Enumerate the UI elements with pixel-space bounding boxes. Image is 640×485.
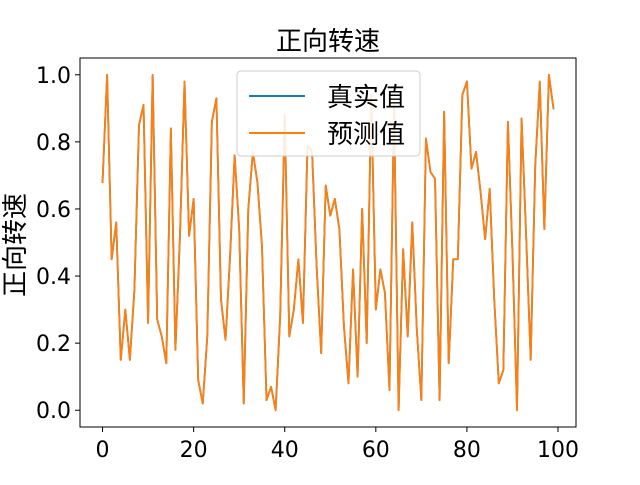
legend-label-1: 真实值 [327, 83, 405, 113]
axes: 0 20 40 60 80 100 0.0 0.2 0.4 0.6 0.8 1.0 [36, 57, 579, 463]
y-tick-label: 0.8 [36, 131, 71, 156]
y-tick-label: 0.2 [36, 332, 71, 357]
x-tick-label: 60 [362, 438, 390, 463]
x-tick-label: 80 [453, 438, 481, 463]
x-tick-label: 0 [96, 438, 110, 463]
y-tick-label: 1.0 [36, 64, 71, 89]
axes-frame [79, 57, 577, 428]
legend-box [236, 70, 421, 157]
series-line-2 [101, 73, 555, 412]
y-tick-label: 0.6 [36, 198, 71, 223]
legend-label-2: 预测值 [327, 120, 405, 150]
plot-area [101, 73, 555, 412]
x-tick-label: 100 [537, 438, 579, 463]
y-axis-label: 正向转速 [1, 193, 31, 297]
y-tick-label: 0.4 [36, 265, 71, 290]
x-tick-label: 20 [180, 438, 208, 463]
y-tick-label: 0.0 [36, 399, 71, 424]
x-tick-label: 40 [271, 438, 299, 463]
chart-title: 正向转速 [276, 27, 380, 57]
